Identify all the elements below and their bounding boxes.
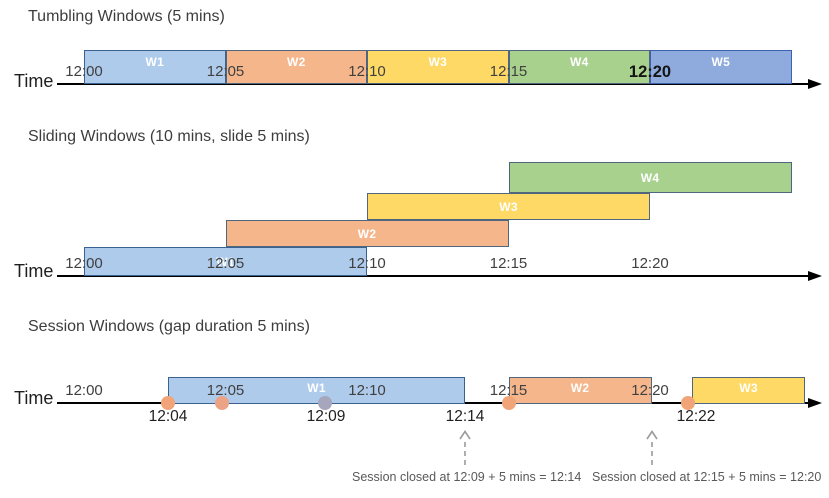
time-tick-label: 12:00 <box>65 255 103 272</box>
window-label: W4 <box>569 55 589 69</box>
time-tick-label: 12:05 <box>206 255 245 272</box>
window-w4: W4 <box>508 162 792 193</box>
tumbling-section-title: Tumbling Windows (5 mins) <box>28 8 225 25</box>
session-close-arrow-icon <box>645 430 659 473</box>
session-close-annotation: Session closed at 12:15 + 5 mins = 12:20 <box>592 470 822 484</box>
session-close-annotation: Session closed at 12:09 + 5 mins = 12:14 <box>352 470 582 484</box>
time-axis-label: Time <box>14 261 54 281</box>
event-time-label: 12:04 <box>148 408 188 425</box>
session-section-title: Session Windows (gap duration 5 mins) <box>28 318 310 335</box>
time-tick-label: 12:00 <box>65 382 103 399</box>
time-tick-label: 12:15 <box>489 382 528 399</box>
event-dot <box>161 396 175 410</box>
window-w3: W3 <box>692 377 805 404</box>
time-axis-label: Time <box>14 71 54 91</box>
axis-arrowhead-icon <box>808 79 822 89</box>
window-w2: W2 <box>225 50 367 84</box>
time-tick-label: 12:20 <box>628 63 672 81</box>
window-w4: W4 <box>508 50 650 84</box>
event-dot <box>681 396 695 410</box>
time-tick-label: 12:10 <box>348 63 386 80</box>
time-tick-label: 12:15 <box>489 255 528 272</box>
window-w5: W5 <box>650 50 792 84</box>
event-time-label: 12:09 <box>306 408 346 425</box>
time-tick-label: 12:00 <box>65 63 103 80</box>
time-axis-label: Time <box>14 388 54 408</box>
window-w3: W3 <box>367 193 650 220</box>
window-w1: W1 <box>84 247 367 276</box>
time-axis-line <box>57 275 810 277</box>
event-dot <box>501 396 516 410</box>
window-label: W4 <box>640 170 660 185</box>
time-axis-line <box>57 402 810 404</box>
sliding-section-title: Sliding Windows (10 mins, slide 5 mins) <box>28 128 310 145</box>
window-w1: W1 <box>168 377 465 404</box>
time-tick-label: 12:15 <box>489 63 528 80</box>
time-tick-label: 12:20 <box>631 255 669 272</box>
time-tick-label: 12:10 <box>348 255 386 272</box>
window-label: W3 <box>739 381 758 395</box>
window-label: W1 <box>145 55 165 69</box>
event-time-label: 12:14 <box>445 408 485 425</box>
window-label: W2 <box>286 55 306 69</box>
window-label: W1 <box>216 254 235 269</box>
time-axis-line <box>57 83 810 85</box>
window-w2: W2 <box>508 377 652 404</box>
event-time-label: 12:22 <box>676 408 716 425</box>
axis-arrowhead-icon <box>808 398 822 408</box>
time-tick-label: 12:05 <box>206 382 245 399</box>
window-w1: W1 <box>84 50 226 84</box>
window-label: W2 <box>570 381 590 395</box>
window-label: W2 <box>357 226 377 241</box>
window-w3: W3 <box>367 50 509 84</box>
axis-arrowhead-icon <box>808 271 822 281</box>
time-tick-label: 12:20 <box>631 382 669 399</box>
window-label: W3 <box>499 199 518 214</box>
window-label: W5 <box>711 55 731 69</box>
window-w2: W2 <box>225 220 509 247</box>
session-close-arrow-icon <box>458 430 472 473</box>
event-dot <box>215 396 229 410</box>
event-dot <box>318 396 332 410</box>
time-tick-label: 12:05 <box>206 63 245 80</box>
window-label: W1 <box>307 381 326 395</box>
time-tick-label: 12:10 <box>348 382 386 399</box>
window-label: W3 <box>428 55 448 69</box>
